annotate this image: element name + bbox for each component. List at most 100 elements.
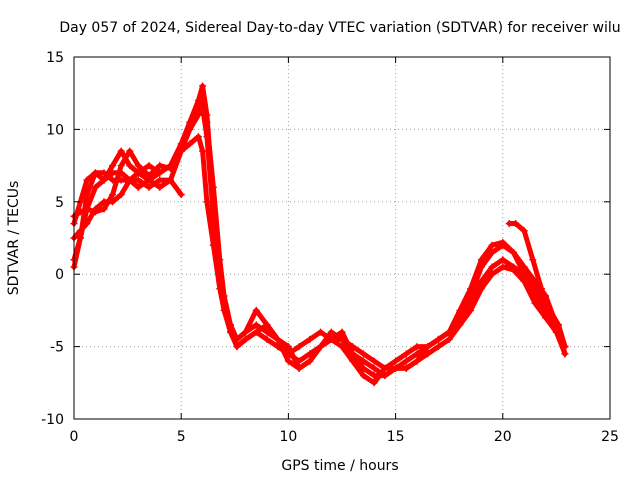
data-point — [327, 328, 335, 336]
data-layer — [70, 82, 569, 387]
data-point — [359, 364, 367, 372]
data-point — [134, 183, 142, 191]
data-point — [445, 335, 453, 343]
data-point — [370, 372, 378, 380]
data-point — [220, 299, 228, 307]
data-point — [91, 169, 99, 177]
data-point — [156, 183, 164, 191]
data-point — [252, 306, 260, 314]
data-point — [156, 169, 164, 177]
y-tick-label: -10 — [41, 412, 64, 428]
data-point — [76, 234, 84, 242]
data-point — [134, 169, 142, 177]
data-point — [134, 162, 142, 170]
data-point — [520, 277, 528, 285]
data-point — [445, 328, 453, 336]
data-point — [117, 176, 125, 184]
data-point — [370, 357, 378, 365]
data-point — [499, 256, 507, 264]
data-point — [233, 343, 241, 351]
data-point — [381, 364, 389, 372]
data-point — [402, 350, 410, 358]
data-point — [109, 162, 117, 170]
data-point — [413, 343, 421, 351]
data-point — [510, 248, 518, 256]
data-point — [109, 176, 117, 184]
data-point — [199, 104, 207, 112]
data-point — [546, 306, 554, 314]
data-point — [499, 238, 507, 246]
data-point — [505, 220, 513, 228]
data-point — [100, 205, 108, 213]
data-point — [488, 241, 496, 249]
data-point — [434, 343, 442, 351]
data-point — [499, 263, 507, 271]
data-point — [186, 125, 194, 133]
data-point — [177, 191, 185, 199]
data-point — [109, 169, 117, 177]
data-point — [381, 372, 389, 380]
data-point — [203, 198, 211, 206]
data-point — [512, 220, 520, 228]
series-track-3 — [70, 96, 569, 387]
data-point — [424, 343, 432, 351]
data-point — [284, 357, 292, 365]
data-point — [91, 183, 99, 191]
data-point — [126, 176, 134, 184]
data-point — [145, 176, 153, 184]
y-tick-label: 0 — [55, 267, 64, 283]
data-point — [209, 212, 217, 220]
data-point — [100, 198, 108, 206]
data-point — [477, 256, 485, 264]
y-axis-label: SDTVAR / TECUs — [6, 181, 22, 296]
x-tick-label: 5 — [177, 429, 186, 445]
series-track-5 — [70, 169, 185, 271]
data-point — [467, 285, 475, 293]
data-point — [434, 335, 442, 343]
data-point — [392, 364, 400, 372]
data-point — [203, 133, 211, 141]
data-point — [216, 277, 224, 285]
y-tick-label: -5 — [50, 340, 64, 356]
data-point — [561, 343, 569, 351]
data-point — [117, 191, 125, 199]
plot-frame — [73, 56, 611, 420]
data-point — [477, 277, 485, 285]
data-point — [284, 343, 292, 351]
data-point — [295, 343, 303, 351]
grid — [74, 57, 610, 419]
data-point — [117, 147, 125, 155]
data-point — [413, 357, 421, 365]
data-point — [338, 328, 346, 336]
data-point — [177, 147, 185, 155]
data-point — [370, 364, 378, 372]
y-tick-label: 15 — [46, 50, 64, 66]
x-tick-label: 20 — [494, 429, 512, 445]
data-point — [83, 191, 91, 199]
data-point — [156, 162, 164, 170]
data-point — [199, 82, 207, 90]
data-point — [531, 292, 539, 300]
data-point — [306, 335, 314, 343]
data-point — [295, 364, 303, 372]
data-point — [186, 140, 194, 148]
x-tick-label: 0 — [70, 429, 79, 445]
data-point — [488, 263, 496, 271]
data-point — [537, 285, 545, 293]
data-point — [306, 357, 314, 365]
data-point — [166, 176, 174, 184]
x-axis-label: GPS time / hours — [281, 458, 398, 474]
data-point — [317, 343, 325, 351]
data-point — [117, 169, 125, 177]
data-point — [359, 372, 367, 380]
data-point — [520, 227, 528, 235]
data-point — [83, 176, 91, 184]
y-tick-label: 10 — [46, 122, 64, 138]
y-tick-label: 5 — [55, 195, 64, 211]
data-point — [100, 169, 108, 177]
data-point — [194, 111, 202, 119]
data-point — [263, 335, 271, 343]
data-point — [91, 205, 99, 213]
chart-title: Day 057 of 2024, Sidereal Day-to-day VTE… — [59, 20, 620, 36]
data-point — [242, 335, 250, 343]
